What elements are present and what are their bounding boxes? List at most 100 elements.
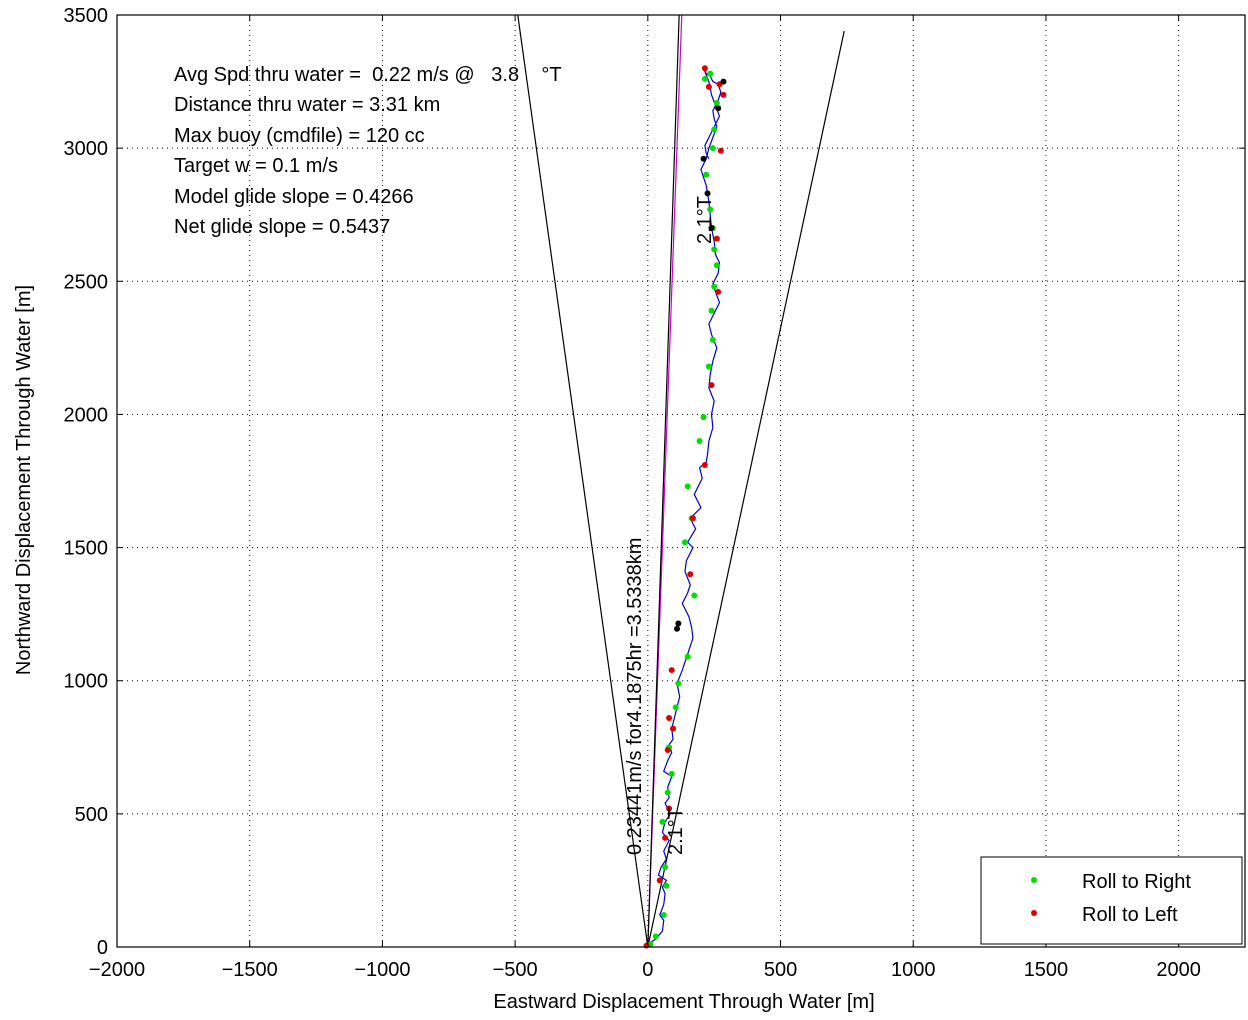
roll-right-point — [672, 704, 679, 711]
grid — [117, 14, 1245, 947]
annotation-distance: Distance thru water = 3.31 km — [174, 94, 440, 116]
black-point — [675, 620, 682, 627]
roll-left-point — [705, 83, 712, 90]
x-tick-label: 500 — [764, 959, 797, 981]
roll-right-point — [713, 99, 720, 106]
roll-left-point — [717, 147, 724, 154]
roll-left-point — [662, 834, 669, 841]
roll-right-point — [703, 171, 710, 178]
roll-right-point — [696, 438, 703, 445]
black-point — [720, 78, 727, 85]
plot-frame — [116, 14, 1246, 948]
y-tick-label: 500 — [75, 804, 108, 826]
annotation-block: Avg Spd thru water = 0.22 m/s @ 3.8 °T D… — [174, 64, 562, 238]
x-axis-label: Eastward Displacement Through Water [m] — [493, 991, 874, 1013]
roll-right-point — [705, 363, 712, 370]
roll-left-point — [689, 515, 696, 522]
roll-right-point — [709, 336, 716, 343]
roll-right-point — [662, 864, 669, 871]
roll-right-point — [681, 539, 688, 546]
roll-right-point — [709, 145, 716, 152]
reference-lines — [517, 14, 845, 948]
black-point — [674, 625, 681, 632]
y-tick-label: 0 — [97, 937, 108, 959]
legend: Roll to Right Roll to Left — [980, 856, 1243, 945]
x-tick-label: 1000 — [891, 959, 936, 981]
annotation-net-glide: Net glide slope = 0.5437 — [174, 216, 390, 238]
y-tick-label: 3500 — [64, 5, 109, 27]
x-tick-label: 2000 — [1156, 959, 1201, 981]
y-axis-label: Northward Displacement Through Water [m] — [13, 285, 35, 675]
legend-roll-left-marker — [1031, 910, 1037, 916]
y-axis-ticks: 0 500 1000 1500 2000 2500 3000 3500 — [64, 5, 1245, 959]
annotation-model-glide: Model glide slope = 0.4266 — [174, 186, 414, 208]
black-point — [704, 190, 711, 197]
y-tick-label: 2500 — [64, 271, 109, 293]
black-heading-line — [647, 14, 680, 948]
roll-points — [643, 65, 727, 949]
legend-roll-left-label: Roll to Left — [1082, 904, 1178, 926]
annotation-max-buoy: Max buoy (cmdfile) = 120 cc — [174, 125, 425, 147]
legend-roll-right-marker — [1031, 877, 1037, 883]
roll-left-point — [701, 65, 708, 72]
roll-right-point — [684, 483, 691, 490]
legend-roll-right-label: Roll to Right — [1082, 871, 1191, 893]
roll-left-point — [643, 942, 650, 949]
roll-left-point — [720, 91, 727, 98]
roll-left-point — [664, 746, 671, 753]
x-tick-label: −1000 — [354, 959, 410, 981]
roll-right-point — [664, 789, 671, 796]
roll-left-point — [687, 571, 694, 578]
roll-right-point — [691, 592, 698, 599]
black-point — [708, 225, 715, 232]
roll-right-point — [711, 283, 718, 290]
roll-right-point — [713, 262, 720, 269]
roll-left-point — [656, 877, 663, 884]
roll-right-point — [684, 653, 691, 660]
x-tick-label: −1500 — [222, 959, 278, 981]
x-tick-label: −2000 — [89, 959, 145, 981]
black-point — [700, 155, 707, 162]
rotated-heading-label-high: 2.1°T — [694, 196, 716, 244]
roll-right-point — [700, 414, 707, 421]
annotation-target-w: Target w = 0.1 m/s — [174, 155, 338, 177]
x-tick-label: 1500 — [1024, 959, 1069, 981]
track-line — [647, 67, 722, 948]
roll-left-point — [666, 805, 673, 812]
y-tick-label: 3000 — [64, 138, 109, 160]
roll-right-point — [660, 912, 667, 919]
x-tick-label: −500 — [493, 959, 538, 981]
roll-left-point — [670, 725, 677, 732]
annotation-avg-speed: Avg Spd thru water = 0.22 m/s @ 3.8 °T — [174, 64, 562, 86]
cone-right-line — [647, 30, 845, 948]
roll-left-point — [715, 288, 722, 295]
black-point — [715, 105, 722, 112]
roll-left-point — [708, 382, 715, 389]
roll-right-point — [663, 882, 670, 889]
roll-right-point — [659, 818, 666, 825]
roll-right-point — [711, 246, 718, 253]
roll-right-point — [707, 70, 714, 77]
roll-left-point — [701, 462, 708, 469]
y-tick-label: 2000 — [64, 404, 109, 426]
roll-right-point — [708, 307, 715, 314]
roll-right-point — [701, 75, 708, 82]
x-axis-ticks: −2000 −1500 −1000 −500 0 500 1000 1500 2000 — [89, 15, 1201, 981]
y-tick-label: 1000 — [64, 671, 109, 693]
roll-left-point — [668, 667, 675, 674]
roll-right-point — [711, 126, 718, 133]
cone-left-line — [517, 14, 649, 948]
rotated-heading-label-low: 2.1°T — [665, 807, 687, 855]
roll-right-point — [707, 206, 714, 213]
roll-right-point — [652, 933, 659, 940]
roll-left-point — [666, 714, 673, 721]
roll-right-point — [675, 680, 682, 687]
y-tick-label: 1500 — [64, 538, 109, 560]
track-series — [647, 67, 722, 948]
x-tick-label: 0 — [642, 959, 653, 981]
roll-right-point — [668, 770, 675, 777]
legend-box — [980, 856, 1243, 945]
roll-left-point — [713, 235, 720, 242]
